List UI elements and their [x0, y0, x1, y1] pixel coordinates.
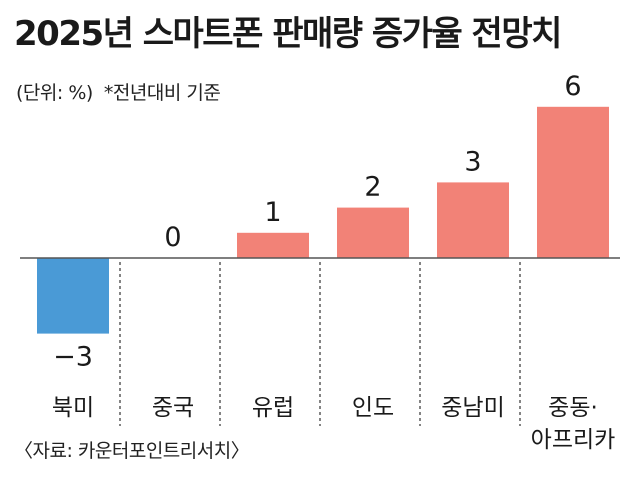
category-labels-group: 북미 중국 유럽 인도 중남미 중동· 아프리카	[52, 395, 615, 453]
category-label: 유럽	[252, 395, 294, 421]
value-label: 3	[464, 146, 481, 177]
value-label: 0	[164, 222, 181, 253]
value-labels-group: −3 0 1 2 3 6	[53, 71, 582, 373]
category-label: 인도	[352, 395, 394, 421]
value-label: 6	[564, 71, 581, 102]
category-label: 중동·	[548, 395, 598, 421]
category-label: 중남미	[441, 395, 504, 421]
basis-note: *전년대비 기준	[103, 82, 221, 104]
bar-3	[237, 232, 309, 258]
bars-group	[37, 106, 609, 334]
category-label: 중국	[152, 395, 194, 421]
value-label: 1	[264, 197, 281, 228]
unit-note: (단위: %)	[16, 82, 93, 104]
bar-4	[337, 207, 409, 258]
bar-1	[37, 258, 109, 334]
category-label: 아프리카	[531, 427, 616, 453]
value-label: −3	[53, 342, 93, 373]
chart-subtitle: (단위: %) *전년대비 기준	[16, 78, 221, 105]
bar-6	[537, 106, 609, 258]
source-note: 〈자료: 카운터포인트리서치〉	[14, 440, 250, 462]
bar-5	[437, 182, 509, 258]
category-label: 북미	[52, 395, 94, 421]
chart-title: 2025년 스마트폰 판매량 증가율 전망치	[14, 14, 562, 54]
value-label: 2	[364, 172, 381, 203]
